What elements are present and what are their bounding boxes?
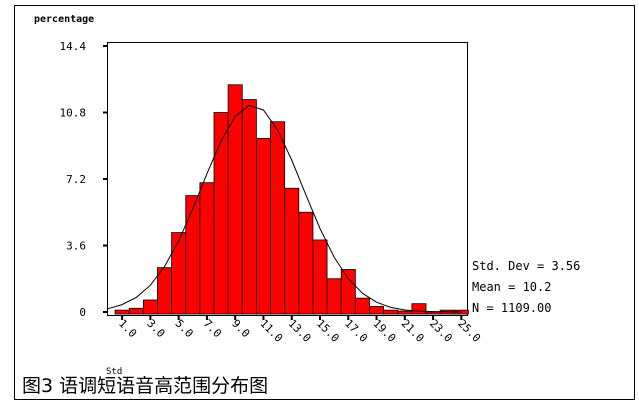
x-axis-label: Std: [106, 367, 122, 377]
x-tick-label: 7.0: [201, 317, 224, 340]
bar: [157, 267, 173, 315]
x-tick-label: 9.0: [229, 317, 252, 340]
bar: [312, 239, 328, 315]
bar: [256, 137, 271, 315]
bar: [185, 195, 201, 315]
bar: [142, 299, 158, 315]
bar: [340, 269, 356, 315]
bar: [270, 121, 286, 315]
x-tick-label: 1.0: [116, 317, 139, 340]
bar: [369, 306, 385, 315]
x-tick-label: 15.0: [314, 317, 342, 345]
normal-curve: [107, 104, 462, 313]
bar: [298, 211, 314, 315]
bar: [425, 311, 441, 315]
y-tick-label: 7.2: [66, 173, 86, 186]
x-tick-label: 3.0: [144, 317, 167, 340]
x-tick-label: 19.0: [370, 317, 398, 345]
y-tick-label: 10.8: [60, 107, 87, 120]
bar: [284, 187, 300, 315]
stat-label: Mean = 10.2: [472, 280, 551, 294]
x-tick-label: 25.0: [455, 317, 483, 345]
bar: [354, 297, 370, 315]
bar: [227, 84, 243, 315]
x-tick-label: 21.0: [399, 317, 427, 345]
bar: [213, 112, 229, 315]
x-tick-label: 5.0: [173, 317, 196, 340]
frame: [14, 5, 635, 400]
y-tick-label: 3.6: [66, 240, 86, 253]
caption: 图3 语调短语音高范围分布图: [22, 375, 268, 397]
bar: [199, 182, 215, 315]
x-tick-label: 13.0: [286, 317, 314, 345]
bar: [114, 309, 130, 315]
bar: [171, 232, 187, 315]
bar: [241, 99, 257, 315]
x-tick-label: 23.0: [427, 317, 455, 345]
stat-label: Std. Dev = 3.56: [472, 259, 580, 273]
bar: [411, 303, 427, 315]
y-tick-label: 14.4: [60, 40, 87, 53]
bar: [326, 278, 342, 315]
stat-label: N = 1109.00: [472, 301, 551, 315]
bar: [128, 307, 144, 315]
y-tick-label: 0: [79, 306, 86, 319]
y-axis-label: percentage: [34, 14, 94, 25]
bar: [383, 309, 399, 315]
x-tick-label: 11.0: [257, 317, 285, 345]
x-tick-label: 17.0: [342, 317, 370, 345]
bar: [397, 310, 413, 315]
